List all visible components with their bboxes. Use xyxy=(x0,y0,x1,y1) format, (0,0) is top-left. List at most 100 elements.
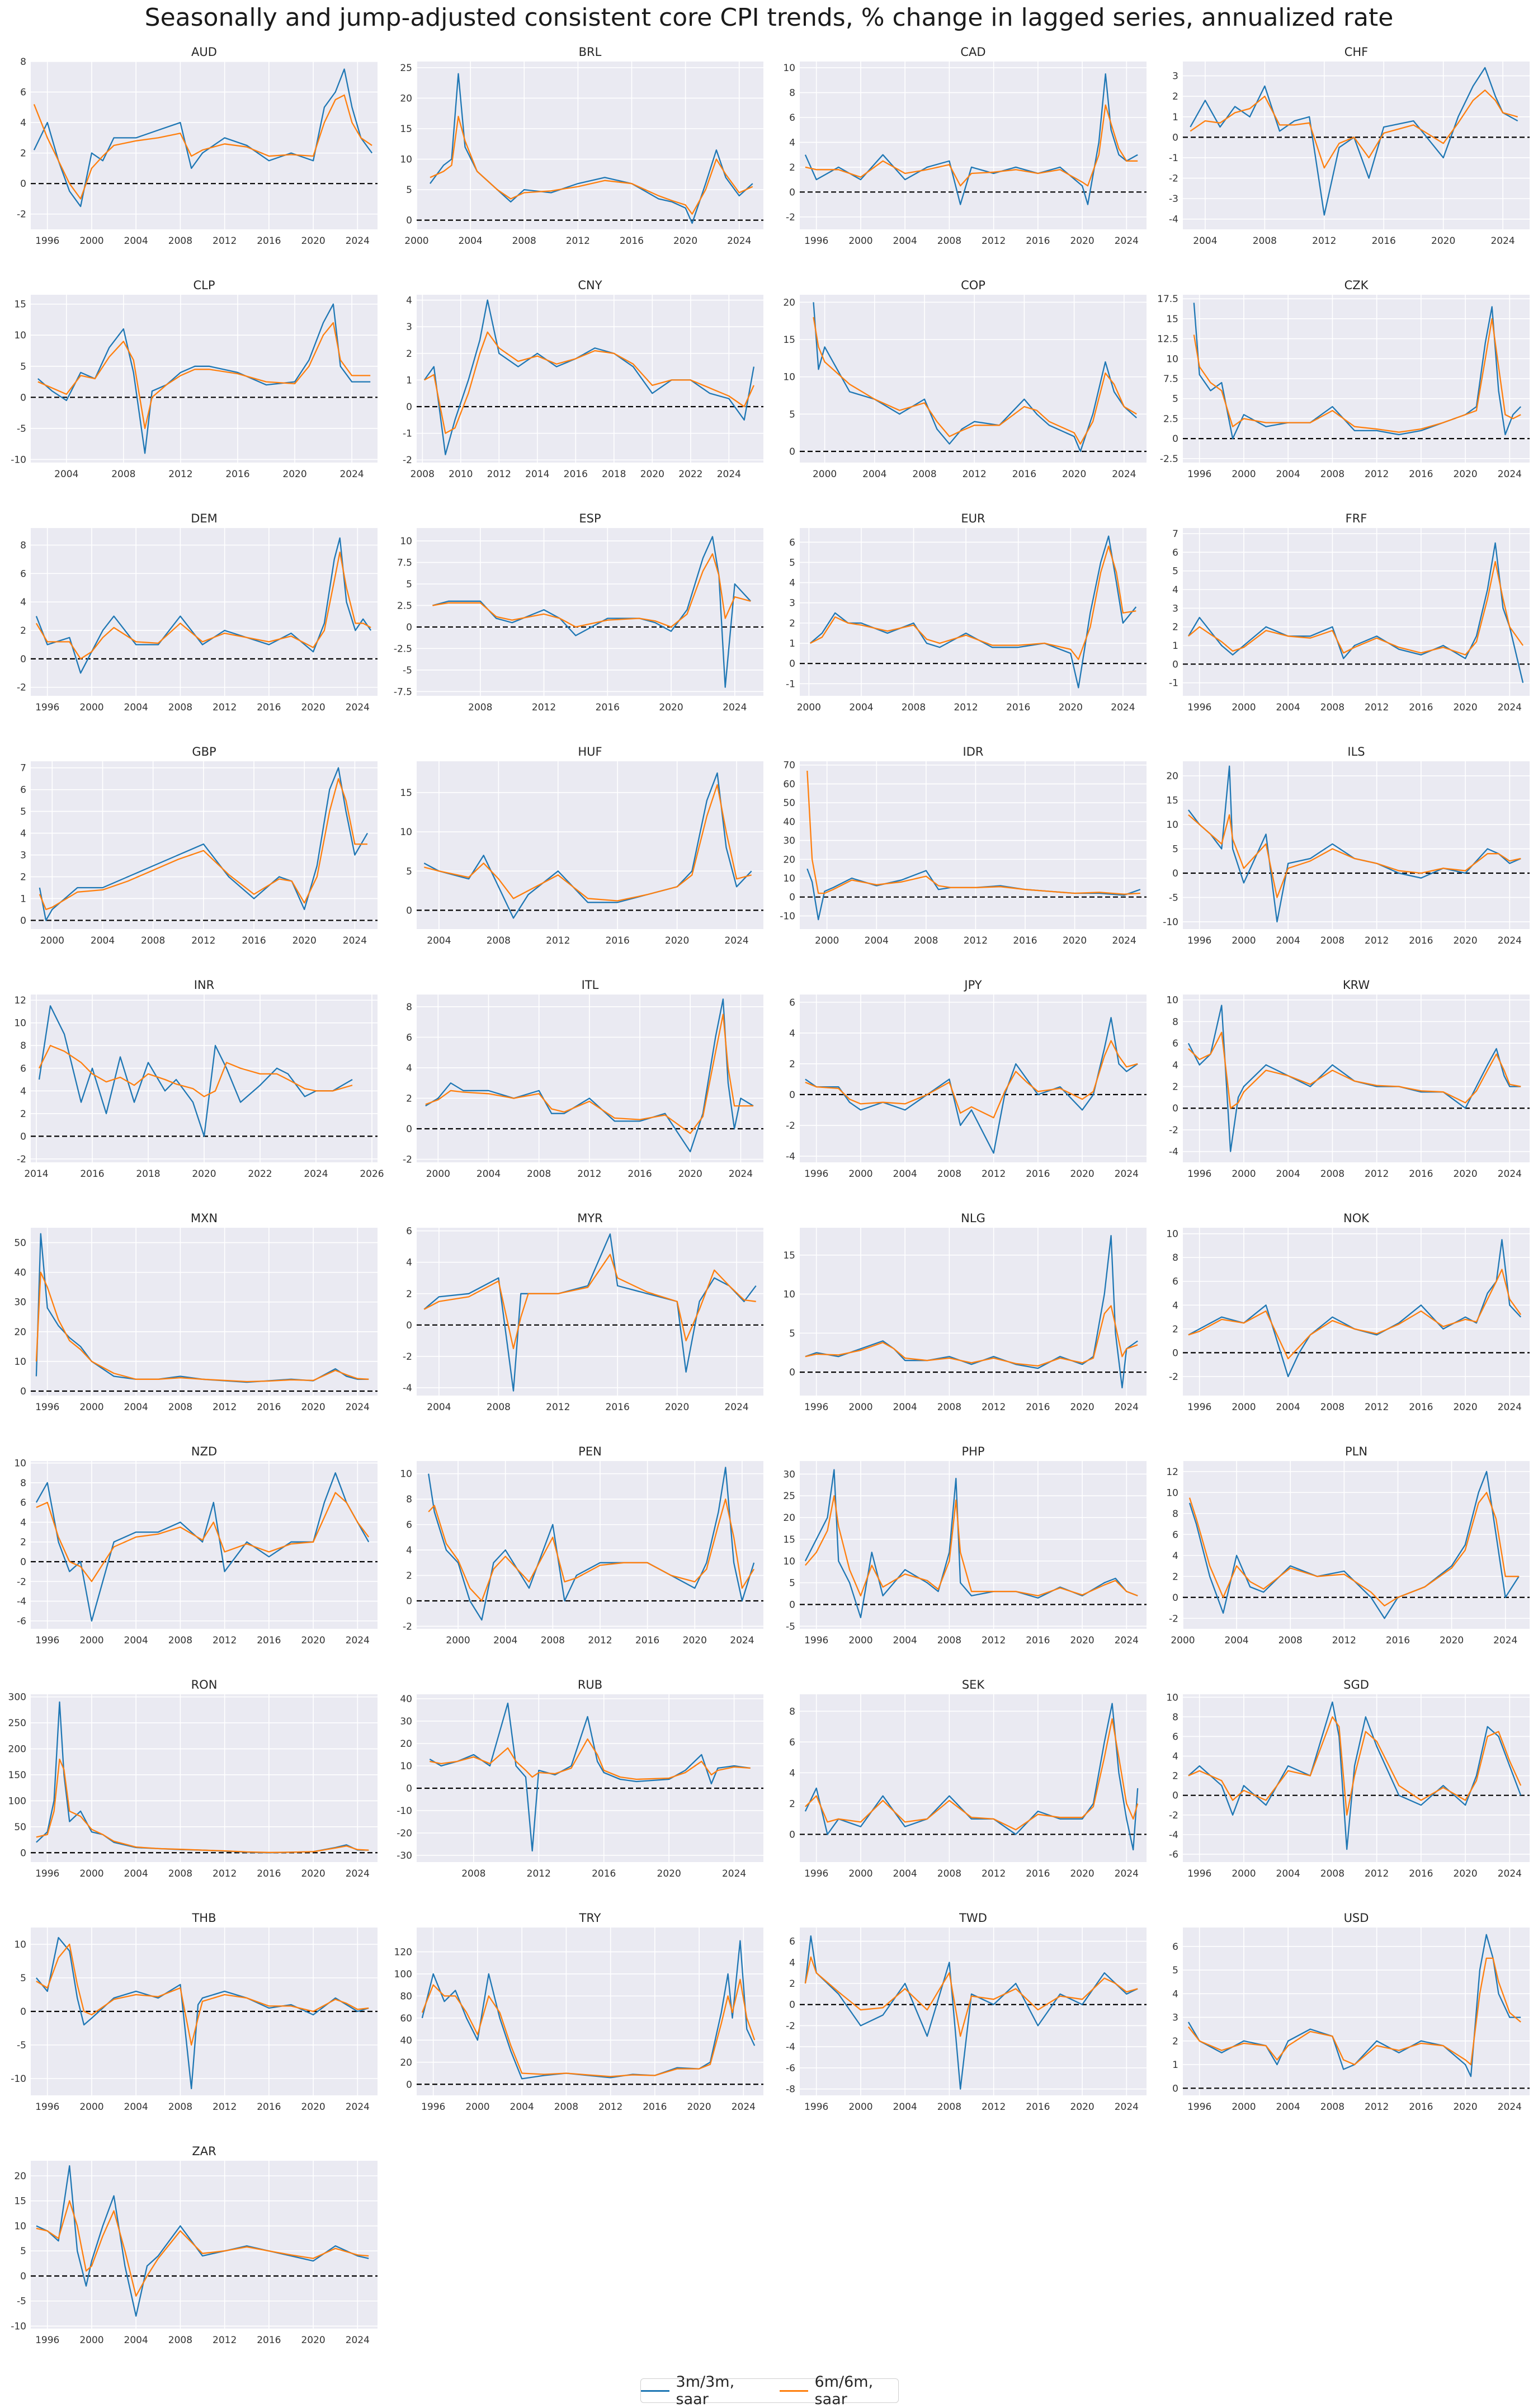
x-tick-label: 2024 xyxy=(1493,1635,1517,1646)
y-tick-label: 10 xyxy=(400,154,412,166)
x-tick-label: 2024 xyxy=(1490,235,1515,247)
x-tick-label: 2004 xyxy=(893,2101,917,2113)
x-tick-label: 2016 xyxy=(1026,235,1050,247)
x-tick-label: 1996 xyxy=(804,1635,828,1646)
x-tick-label: 2016 xyxy=(1409,1868,1433,1879)
y-tick-label: 60 xyxy=(783,779,795,790)
y-tick-label: 6 xyxy=(20,1063,26,1075)
y-tick-label: 0 xyxy=(1172,1790,1178,1802)
panel-background xyxy=(1183,62,1530,229)
y-tick-label: 20 xyxy=(14,1327,26,1338)
y-tick-label: 6 xyxy=(789,1936,795,1948)
x-tick-label: 2012 xyxy=(982,235,1006,247)
y-tick-label: 5 xyxy=(789,1328,795,1339)
x-tick-label: 2008 xyxy=(168,1402,192,1413)
panel-title: SEK xyxy=(962,1678,985,1691)
y-tick-label: 1 xyxy=(406,375,412,386)
y-tick-label: -5 xyxy=(403,665,412,676)
x-tick-label: 2008 xyxy=(512,235,536,247)
x-tick-label: 1996 xyxy=(1187,469,1211,480)
x-tick-label: 2020 xyxy=(1063,935,1087,946)
y-tick-label: 8 xyxy=(20,56,26,68)
x-tick-label: 2020 xyxy=(1440,1635,1464,1646)
series-line-3m xyxy=(39,767,368,921)
panel-title: CAD xyxy=(960,45,985,59)
x-tick-label: 2014 xyxy=(24,1168,48,1180)
y-tick-label: 250 xyxy=(8,1718,26,1729)
x-tick-label: 2008 xyxy=(527,1168,551,1180)
y-tick-label: 10 xyxy=(1166,1692,1178,1703)
y-tick-label: 1 xyxy=(789,638,795,649)
x-tick-label: 2020 xyxy=(673,235,697,247)
series-line-6m xyxy=(38,1045,353,1097)
y-tick-label: 0 xyxy=(20,1557,26,1568)
y-tick-label: 20 xyxy=(783,297,795,308)
y-tick-label: 8 xyxy=(20,1478,26,1489)
panel-thb: 1996 2000 2004 2008 2012 2016 2020 2024 -10 -5 0 5 1… xyxy=(11,1911,378,2113)
y-tick-label: 70 xyxy=(783,760,795,771)
y-tick-label: -2 xyxy=(17,1154,26,1165)
x-tick-label: 2012 xyxy=(487,469,511,480)
y-tick-label: 20 xyxy=(14,2171,26,2182)
x-tick-label: 2024 xyxy=(724,1402,748,1413)
x-tick-label: 2000 xyxy=(1232,1868,1256,1879)
y-tick-label: -30 xyxy=(397,1850,412,1862)
y-tick-label: 8 xyxy=(1172,1509,1178,1520)
y-tick-label: 4 xyxy=(789,578,795,589)
y-tick-label: -5 xyxy=(17,423,26,435)
x-tick-label: 2008 xyxy=(1278,1635,1303,1646)
series-line-6m xyxy=(1187,1957,1521,2066)
y-tick-label: 0 xyxy=(789,1599,795,1610)
x-tick-label: 2008 xyxy=(1320,1402,1344,1413)
x-tick-label: 2016 xyxy=(628,1168,652,1180)
series-line-3m xyxy=(36,1936,369,2090)
x-tick-label: 2020 xyxy=(683,1635,707,1646)
legend-item-3m: 3m/3m, saar xyxy=(641,2373,759,2408)
panel-title: DEM xyxy=(191,512,218,525)
x-tick-label: 2020 xyxy=(301,1635,325,1646)
x-tick-label: 2012 xyxy=(546,935,570,946)
x-tick-label: 2000 xyxy=(848,2101,872,2113)
x-tick-label: 2012 xyxy=(1312,235,1336,247)
series-line-6m xyxy=(36,2200,369,2297)
x-tick-label: 2008 xyxy=(902,702,926,713)
y-tick-label: -2 xyxy=(403,1351,412,1363)
x-tick-label: 2000 xyxy=(79,702,103,713)
y-tick-label: 4 xyxy=(20,1086,26,1097)
y-tick-label: 3 xyxy=(406,322,412,333)
x-tick-label: 2004 xyxy=(124,2101,148,2113)
y-tick-label: 15 xyxy=(14,299,26,310)
panel-try: 1996 2000 2004 2008 2012 2016 2020 2024 0 20 40 60 8… xyxy=(394,1911,763,2113)
y-tick-label: -2.5 xyxy=(1160,454,1178,465)
y-tick-label: -2 xyxy=(403,1154,412,1166)
x-tick-label: 2020 xyxy=(301,1402,325,1413)
x-tick-label: 2020 xyxy=(1453,702,1477,713)
y-tick-label: 8 xyxy=(406,1002,412,1013)
panel-title: USD xyxy=(1344,1911,1369,1925)
panel-title: MXN xyxy=(191,1212,218,1225)
x-tick-label: 2024 xyxy=(1112,469,1136,480)
panel-background xyxy=(800,1694,1147,1862)
x-tick-label: 2012 xyxy=(1365,1868,1389,1879)
y-tick-label: 3 xyxy=(20,850,26,861)
x-tick-label: 2000 xyxy=(446,1635,470,1646)
x-tick-label: 2012 xyxy=(982,1402,1006,1413)
y-tick-label: 6 xyxy=(789,537,795,548)
x-tick-label: 2004 xyxy=(1276,1868,1300,1879)
x-tick-label: 2004 xyxy=(1276,935,1300,946)
y-tick-label: 40 xyxy=(400,1694,412,1705)
y-tick-label: 100 xyxy=(8,1796,26,1807)
x-tick-label: 2000 xyxy=(1232,1402,1256,1413)
x-tick-label: 2008 xyxy=(168,235,192,247)
y-tick-label: 10 xyxy=(14,1018,26,1029)
series-line-6m xyxy=(35,552,371,660)
y-tick-label: 0 xyxy=(406,2079,412,2090)
x-tick-label: 2012 xyxy=(213,702,237,713)
y-tick-label: 15 xyxy=(400,124,412,135)
y-tick-label: 4 xyxy=(1172,585,1178,596)
panel-title: ITL xyxy=(582,978,599,992)
y-tick-label: -6 xyxy=(786,2063,795,2074)
y-tick-label: 1 xyxy=(1172,112,1178,123)
panel-rub: 2008 2012 2016 2020 2024 -30 -20 -10 0 10 20 30 40 RU… xyxy=(397,1678,763,1879)
panel-background xyxy=(1183,995,1530,1162)
